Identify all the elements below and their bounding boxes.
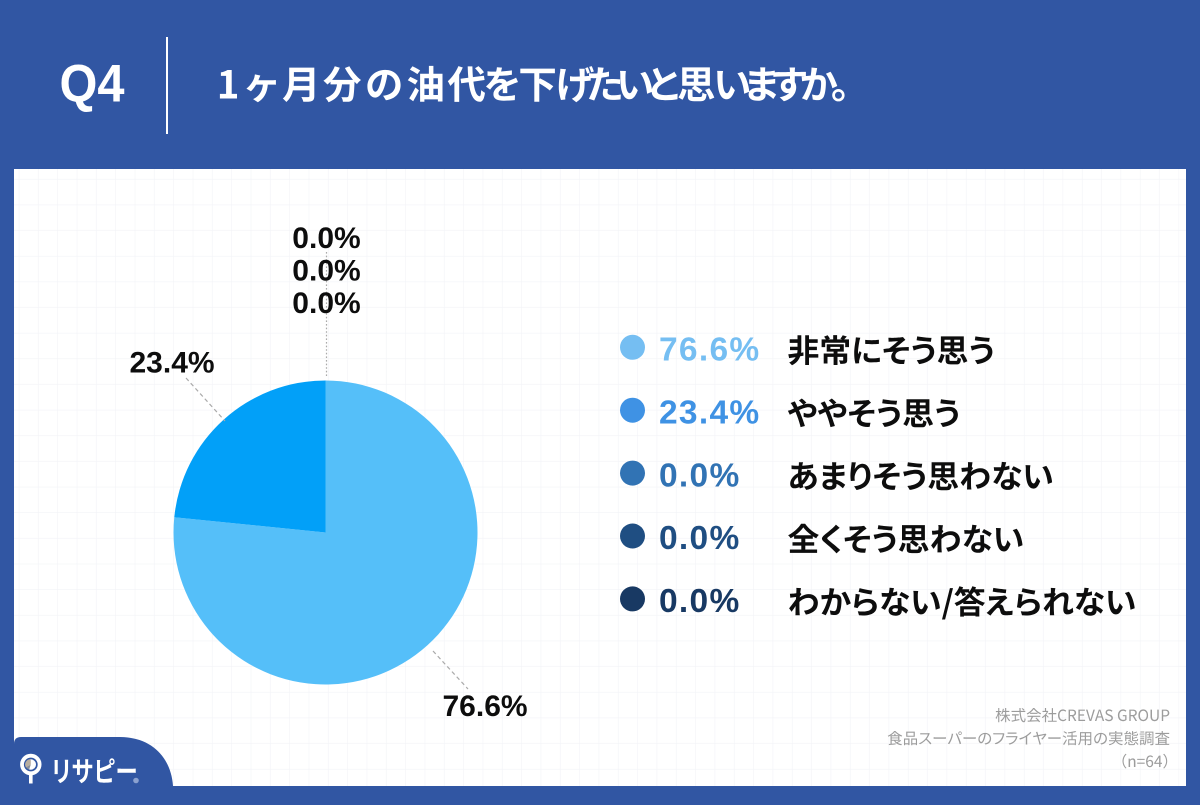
svg-text:76.6%: 76.6% <box>659 332 761 369</box>
svg-text:23.4%: 23.4% <box>130 347 215 380</box>
svg-text:0.0%: 0.0% <box>659 457 741 494</box>
svg-text:0.0%: 0.0% <box>292 222 360 255</box>
svg-text:23.4%: 23.4% <box>659 394 761 431</box>
svg-text:76.6%: 76.6% <box>443 690 528 723</box>
svg-text:Q4: Q4 <box>60 55 125 114</box>
svg-text:0.0%: 0.0% <box>659 520 741 557</box>
svg-text:0.0%: 0.0% <box>292 287 360 320</box>
svg-text:0.0%: 0.0% <box>659 583 741 620</box>
svg-text:0.0%: 0.0% <box>292 255 360 288</box>
